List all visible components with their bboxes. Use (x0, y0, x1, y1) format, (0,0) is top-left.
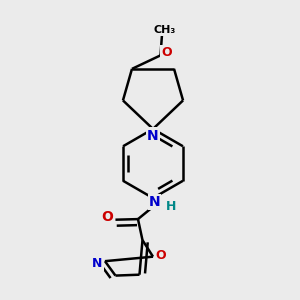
Text: N: N (149, 195, 160, 209)
Text: O: O (161, 46, 172, 59)
Text: O: O (155, 249, 166, 262)
Text: H: H (166, 200, 176, 213)
Text: O: O (101, 210, 113, 224)
Text: CH₃: CH₃ (154, 25, 176, 35)
Text: N: N (147, 129, 159, 142)
Text: N: N (92, 257, 103, 270)
